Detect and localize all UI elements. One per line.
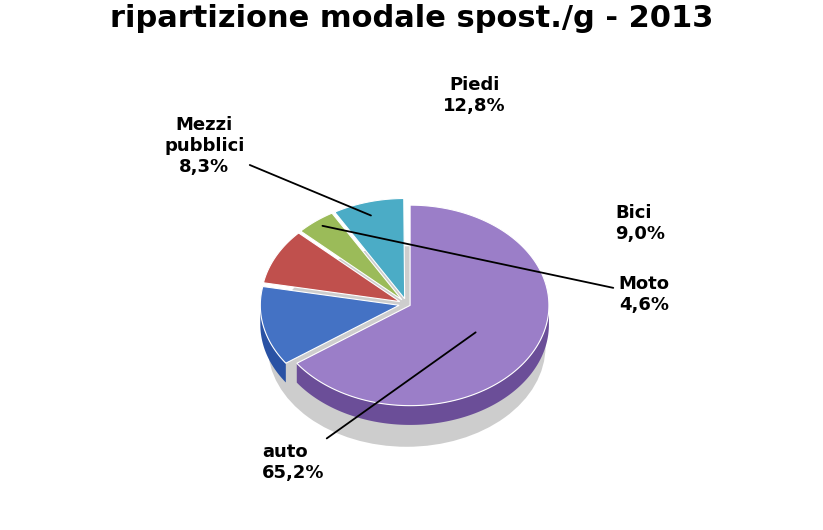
- Ellipse shape: [267, 246, 546, 447]
- Text: auto
65,2%: auto 65,2%: [262, 332, 476, 482]
- Title: ripartizione modale spost./g - 2013: ripartizione modale spost./g - 2013: [109, 4, 714, 33]
- Polygon shape: [335, 199, 405, 299]
- Polygon shape: [260, 287, 399, 363]
- Polygon shape: [260, 305, 286, 383]
- Polygon shape: [297, 306, 549, 425]
- Text: Bici
9,0%: Bici 9,0%: [615, 204, 665, 243]
- Polygon shape: [263, 233, 400, 302]
- Text: Moto
4,6%: Moto 4,6%: [323, 226, 670, 314]
- Text: Piedi
12,8%: Piedi 12,8%: [443, 76, 505, 115]
- Polygon shape: [300, 213, 402, 300]
- Text: Mezzi
pubblici
8,3%: Mezzi pubblici 8,3%: [164, 116, 371, 216]
- Polygon shape: [297, 205, 549, 405]
